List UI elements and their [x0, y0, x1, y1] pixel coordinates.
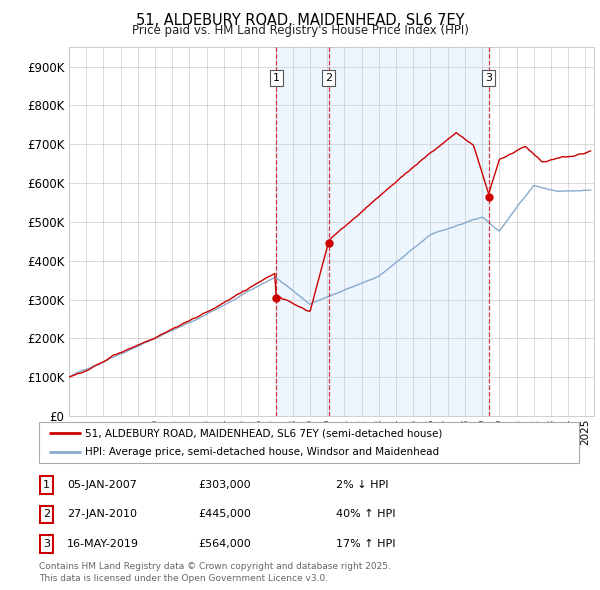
- Text: 27-JAN-2010: 27-JAN-2010: [67, 510, 137, 519]
- Bar: [329, 47, 488, 416]
- Text: Price paid vs. HM Land Registry's House Price Index (HPI): Price paid vs. HM Land Registry's House …: [131, 24, 469, 37]
- FancyBboxPatch shape: [40, 476, 53, 494]
- Text: 3: 3: [485, 73, 492, 83]
- Bar: [277, 47, 329, 416]
- Text: 05-JAN-2007: 05-JAN-2007: [67, 480, 137, 490]
- Text: 2% ↓ HPI: 2% ↓ HPI: [336, 480, 389, 490]
- Text: 16-MAY-2019: 16-MAY-2019: [67, 539, 139, 549]
- FancyBboxPatch shape: [39, 422, 579, 463]
- Text: 1: 1: [43, 480, 50, 490]
- FancyBboxPatch shape: [40, 506, 53, 523]
- Text: 51, ALDEBURY ROAD, MAIDENHEAD, SL6 7EY: 51, ALDEBURY ROAD, MAIDENHEAD, SL6 7EY: [136, 13, 464, 28]
- Text: 51, ALDEBURY ROAD, MAIDENHEAD, SL6 7EY (semi-detached house): 51, ALDEBURY ROAD, MAIDENHEAD, SL6 7EY (…: [85, 428, 442, 438]
- Text: 3: 3: [43, 539, 50, 549]
- Text: HPI: Average price, semi-detached house, Windsor and Maidenhead: HPI: Average price, semi-detached house,…: [85, 447, 439, 457]
- Text: 17% ↑ HPI: 17% ↑ HPI: [336, 539, 395, 549]
- Text: £303,000: £303,000: [198, 480, 251, 490]
- Text: 1: 1: [273, 73, 280, 83]
- Text: £564,000: £564,000: [198, 539, 251, 549]
- Text: 40% ↑ HPI: 40% ↑ HPI: [336, 510, 395, 519]
- Text: 2: 2: [325, 73, 332, 83]
- FancyBboxPatch shape: [40, 535, 53, 553]
- Text: Contains HM Land Registry data © Crown copyright and database right 2025.
This d: Contains HM Land Registry data © Crown c…: [39, 562, 391, 583]
- Text: £445,000: £445,000: [198, 510, 251, 519]
- Text: 2: 2: [43, 510, 50, 519]
